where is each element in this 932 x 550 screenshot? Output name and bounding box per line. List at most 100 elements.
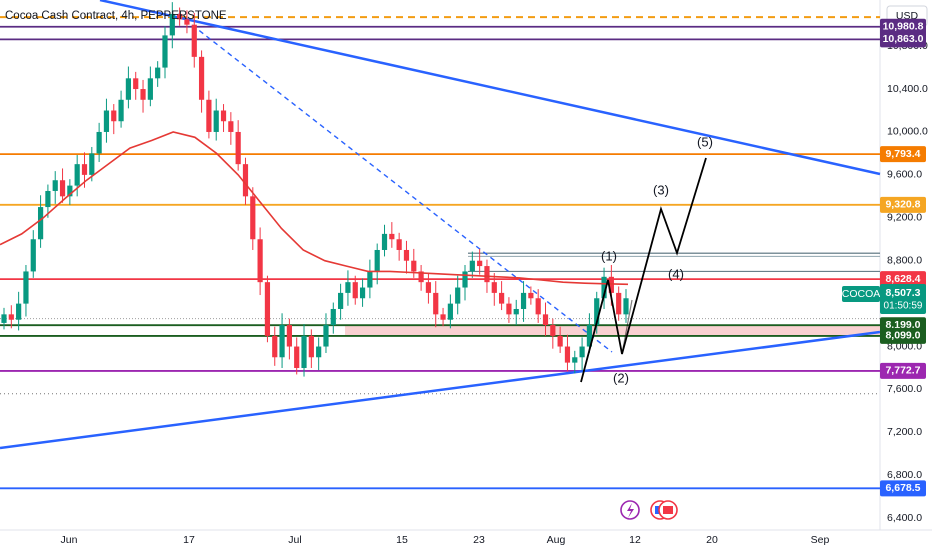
- candle-body: [506, 303, 512, 315]
- candle-body: [484, 266, 490, 283]
- symbol-tag-text: COCOA: [842, 288, 881, 300]
- candle-body: [118, 99, 124, 122]
- candle-body: [16, 303, 22, 320]
- x-tick-label: 20: [706, 534, 718, 546]
- x-tick-label: Sep: [811, 534, 830, 546]
- candle-body: [177, 13, 183, 20]
- moving-average-line: [0, 131, 629, 286]
- candle-body: [184, 19, 190, 25]
- candle-body: [162, 35, 168, 68]
- upper-trendline: [99, 0, 881, 176]
- candle-body: [338, 292, 344, 309]
- candle-body: [279, 325, 285, 358]
- candle-body: [608, 276, 614, 293]
- wave-label: (3): [653, 182, 669, 197]
- price-level-tag: [880, 196, 926, 213]
- candle-body: [462, 271, 468, 288]
- candle-body: [616, 292, 622, 315]
- candle-body: [469, 260, 475, 272]
- y-tick-label: 10,000.0: [887, 126, 928, 138]
- candle-body: [206, 99, 212, 132]
- candle-body: [45, 190, 51, 208]
- y-tick-label: 7,600.0: [887, 383, 922, 395]
- candle-body: [623, 298, 629, 315]
- candle-body: [81, 164, 88, 175]
- x-tick-label: Jun: [61, 534, 78, 546]
- y-tick-label: 7,200.0: [887, 426, 922, 438]
- candle-body: [477, 260, 483, 267]
- candle-body: [455, 287, 461, 304]
- candle-body: [535, 298, 541, 315]
- candle-body: [601, 276, 607, 299]
- x-tick-label: Jul: [288, 534, 301, 546]
- candle-body: [220, 110, 227, 122]
- flag-icon: [663, 506, 673, 514]
- candle-body: [96, 131, 102, 154]
- candle-body: [396, 239, 402, 250]
- price-level-tag-text: 10,863.0: [883, 33, 924, 45]
- candle-body: [316, 346, 322, 358]
- price-level-tag: [880, 480, 926, 497]
- candle-body: [111, 110, 117, 122]
- wave-label: (5): [697, 134, 713, 149]
- candle-body: [425, 282, 432, 293]
- support-zone: [345, 325, 880, 336]
- candle-body: [381, 233, 388, 250]
- price-level-tag-text: 8,099.0: [885, 330, 920, 342]
- price-level-tag: [880, 31, 926, 48]
- countdown-text: 01:50:59: [884, 301, 923, 312]
- candle-body: [1, 314, 7, 323]
- chart-title: Cocoa Cash Contract, 4h, PEPPERSTONE: [5, 10, 227, 22]
- wave-label: (4): [668, 266, 684, 281]
- price-level-tag: [880, 146, 926, 163]
- candle-body: [286, 325, 292, 347]
- candle-body: [447, 303, 453, 320]
- candle-body: [491, 282, 497, 293]
- lightning-icon: [627, 503, 634, 518]
- x-tick-label: 23: [473, 534, 485, 546]
- candle-body: [30, 239, 36, 272]
- candle-body: [103, 110, 110, 132]
- candle-body: [301, 335, 307, 368]
- dashed-trendline: [177, 13, 613, 353]
- candle-body: [272, 335, 278, 358]
- x-tick-label: Aug: [547, 534, 566, 546]
- y-tick-label: 6,400.0: [887, 512, 922, 524]
- candle-body: [294, 346, 300, 368]
- x-tick-label: 15: [396, 534, 408, 546]
- candle-body: [59, 180, 66, 197]
- candle-body: [440, 314, 446, 320]
- candle-body: [367, 271, 373, 288]
- price-level-tag-text: 6,678.5: [885, 482, 920, 494]
- y-tick-label: 10,400.0: [887, 83, 928, 95]
- candle-body: [52, 180, 58, 191]
- candle-body: [67, 185, 73, 197]
- elliott-wave-path: [580, 279, 633, 383]
- x-tick-label: 17: [183, 534, 195, 546]
- candle-body: [250, 196, 256, 240]
- candle-body: [140, 89, 146, 100]
- candle-body: [374, 249, 380, 272]
- y-tick-label: 6,800.0: [887, 469, 922, 481]
- candle-body: [572, 357, 578, 363]
- candle-body: [147, 78, 153, 100]
- candle-body: [169, 13, 175, 36]
- candle-body: [418, 271, 424, 283]
- price-level-tag-text: 9,320.8: [885, 199, 920, 211]
- candle-body: [389, 233, 395, 240]
- candle-body: [352, 282, 358, 299]
- current-price-text: 8,507.3: [885, 287, 920, 299]
- candle-body: [557, 335, 563, 347]
- candle-body: [323, 325, 329, 347]
- candle-body: [191, 24, 197, 57]
- candle-body: [213, 110, 219, 132]
- candle-body: [198, 56, 205, 100]
- candle-body: [37, 207, 44, 240]
- candle-body: [23, 271, 29, 304]
- candle-body: [155, 67, 161, 79]
- candle-body: [433, 292, 439, 315]
- candle-body: [528, 292, 534, 299]
- price-level-tag-text: 10,980.8: [883, 21, 924, 33]
